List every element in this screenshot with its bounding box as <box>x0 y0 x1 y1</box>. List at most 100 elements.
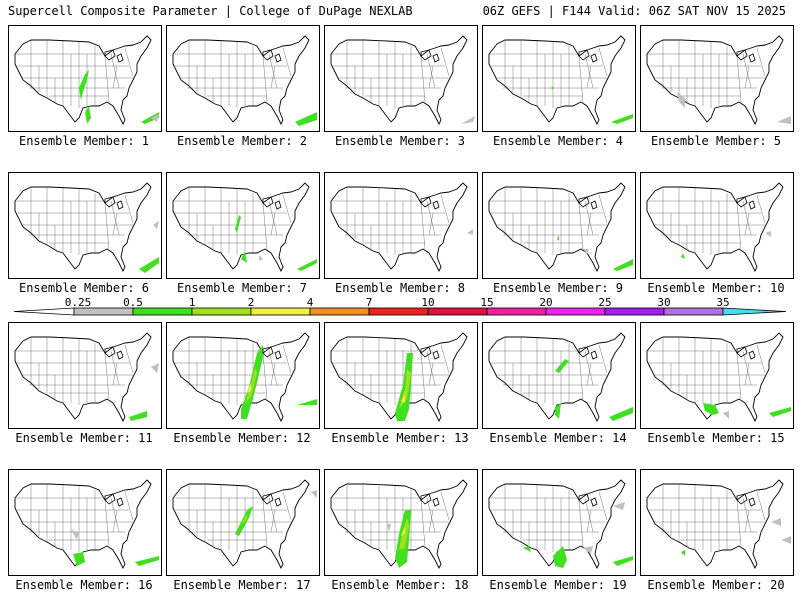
legend-tick-label: 30 <box>657 296 671 309</box>
scp-contour <box>297 399 317 405</box>
state-borders <box>489 337 608 405</box>
scp-contour <box>387 524 391 532</box>
legend-tick-label: 25 <box>598 296 612 309</box>
member-map <box>640 469 794 576</box>
legend-tick-label: 20 <box>539 296 553 309</box>
member-label: Ensemble Member: 7 <box>176 281 308 295</box>
scp-contour <box>771 518 781 526</box>
state-borders <box>173 337 292 405</box>
scp-contour <box>79 70 89 100</box>
member-label: Ensemble Member: 1 <box>18 134 150 148</box>
member-label: Ensemble Member: 15 <box>647 431 785 445</box>
scp-contour <box>247 383 251 393</box>
legend-tick-label: 10 <box>421 296 435 309</box>
legend-swatch <box>250 307 311 316</box>
scp-contour <box>241 514 247 524</box>
great-lakes <box>578 493 598 507</box>
great-lakes <box>262 346 282 360</box>
great-lakes <box>262 49 282 63</box>
great-lakes <box>262 493 282 507</box>
member-label: Ensemble Member: 19 <box>489 578 627 592</box>
legend-tick-label: 1 <box>188 296 196 309</box>
scp-contour <box>523 546 531 552</box>
member-label: Ensemble Member: 12 <box>173 431 311 445</box>
great-lakes <box>104 346 124 360</box>
coastline <box>646 182 784 273</box>
member-map <box>640 322 794 429</box>
legend-swatch <box>73 307 134 316</box>
legend-tick-label: 0.25 <box>64 296 92 309</box>
scp-contour <box>681 550 685 556</box>
legend-tick-label: 35 <box>716 296 730 309</box>
great-lakes <box>736 196 756 210</box>
state-borders <box>15 40 134 108</box>
great-lakes <box>578 49 598 63</box>
scp-contour <box>553 546 567 568</box>
member-map <box>482 172 636 279</box>
legend-tick-label: 7 <box>365 296 373 309</box>
scp-contour <box>85 106 91 124</box>
legend-swatch <box>368 307 429 316</box>
legend-swatch <box>427 307 488 316</box>
member-label: Ensemble Member: 6 <box>18 281 150 295</box>
scp-contour <box>241 251 247 263</box>
scp-contour <box>129 411 147 421</box>
scp-contour <box>555 403 561 419</box>
scp-contour <box>681 253 685 259</box>
member-map <box>324 322 478 429</box>
great-lakes <box>104 49 124 63</box>
scp-contour <box>235 215 241 233</box>
legend-arrow-high <box>722 307 787 316</box>
coastline <box>488 182 626 273</box>
member-map <box>166 469 320 576</box>
scp-contour <box>395 353 413 421</box>
scp-contour <box>259 255 263 261</box>
state-borders <box>15 187 134 255</box>
member-map <box>166 25 320 132</box>
scp-contour <box>311 490 317 498</box>
scp-contour <box>777 116 791 124</box>
legend-swatch <box>663 307 724 316</box>
coastline <box>172 182 310 273</box>
state-borders <box>331 40 450 108</box>
scp-contour <box>583 249 589 255</box>
coastline <box>646 479 784 570</box>
legend-swatch <box>191 307 252 316</box>
member-map <box>640 25 794 132</box>
state-borders <box>173 187 292 255</box>
member-map <box>640 172 794 279</box>
state-borders <box>15 484 134 552</box>
legend-arrow-low <box>13 307 75 316</box>
member-label: Ensemble Member: 10 <box>647 281 785 295</box>
state-borders <box>647 187 766 255</box>
coastline <box>330 182 468 273</box>
scp-contour <box>611 114 633 124</box>
map-title: Supercell Composite Parameter | College … <box>8 4 413 18</box>
state-borders <box>173 40 292 108</box>
great-lakes <box>420 49 440 63</box>
coastline <box>330 479 468 570</box>
scp-contour <box>765 231 771 237</box>
coastline <box>330 35 468 126</box>
member-label: Ensemble Member: 20 <box>647 578 785 592</box>
coastline <box>488 332 626 423</box>
great-lakes <box>736 493 756 507</box>
state-borders <box>489 187 608 255</box>
scp-contour <box>609 407 633 421</box>
scp-contour <box>723 411 729 419</box>
scp-contour <box>769 407 791 417</box>
state-borders <box>647 40 766 108</box>
member-map <box>324 172 478 279</box>
member-label: Ensemble Member: 8 <box>334 281 466 295</box>
scp-contour <box>583 546 593 554</box>
member-label: Ensemble Member: 13 <box>331 431 469 445</box>
member-label: Ensemble Member: 16 <box>15 578 153 592</box>
scp-contour <box>677 92 685 108</box>
member-label: Ensemble Member: 18 <box>331 578 469 592</box>
scp-contour <box>551 86 553 90</box>
coastline <box>14 332 152 423</box>
legend-tick-label: 15 <box>480 296 494 309</box>
coastline <box>488 479 626 570</box>
scp-contour <box>401 526 405 536</box>
member-map <box>8 469 162 576</box>
